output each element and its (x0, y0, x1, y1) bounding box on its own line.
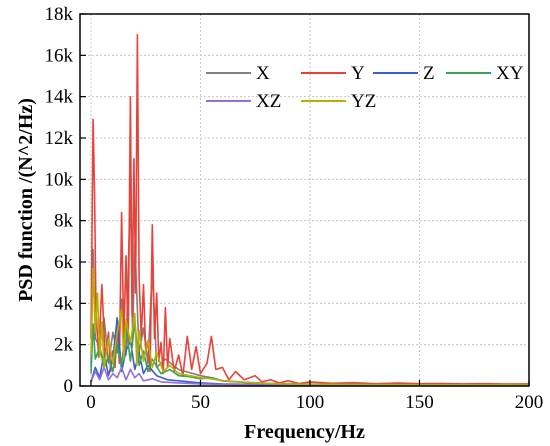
x-tick-label: 50 (191, 392, 210, 413)
x-tick-label: 200 (515, 392, 544, 413)
series-lines (90, 33, 530, 387)
y-tick-label: 18k (45, 4, 74, 25)
grid (80, 13, 530, 387)
legend-label-y: Y (351, 63, 365, 84)
legend-label-z: Z (423, 63, 435, 84)
y-tick-label: 8k (54, 211, 74, 232)
axis-ticks: 0 50 100 150 200 0 2k 4k 6k 8k 10k 12k 14k 16k 18k (45, 4, 544, 413)
series-line-xz (90, 366, 530, 387)
legend-label-xy: XY (496, 63, 524, 84)
y-tick-label: 14k (45, 87, 74, 108)
y-tick-label: 6k (54, 252, 74, 273)
legend-label-x: X (256, 63, 270, 84)
series-line-yz (90, 267, 530, 386)
y-tick-label: 12k (45, 128, 74, 149)
legend-label-xz: XZ (256, 91, 281, 112)
y-tick-label: 2k (54, 335, 74, 356)
x-tick-label: 0 (86, 392, 96, 413)
y-tick-label: 0 (64, 376, 74, 397)
plot-frame (79, 13, 530, 387)
y-tick-label: 4k (54, 293, 74, 314)
x-axis-title: Frequency/Hz (244, 421, 365, 443)
y-tick-label: 16k (45, 45, 74, 66)
y-tick-label: 10k (45, 169, 74, 190)
x-tick-label: 150 (405, 392, 434, 413)
y-axis-title: PSD function /(N^2/Hz) (15, 98, 37, 302)
x-tick-label: 100 (296, 392, 325, 413)
legend-label-yz: YZ (351, 91, 376, 112)
